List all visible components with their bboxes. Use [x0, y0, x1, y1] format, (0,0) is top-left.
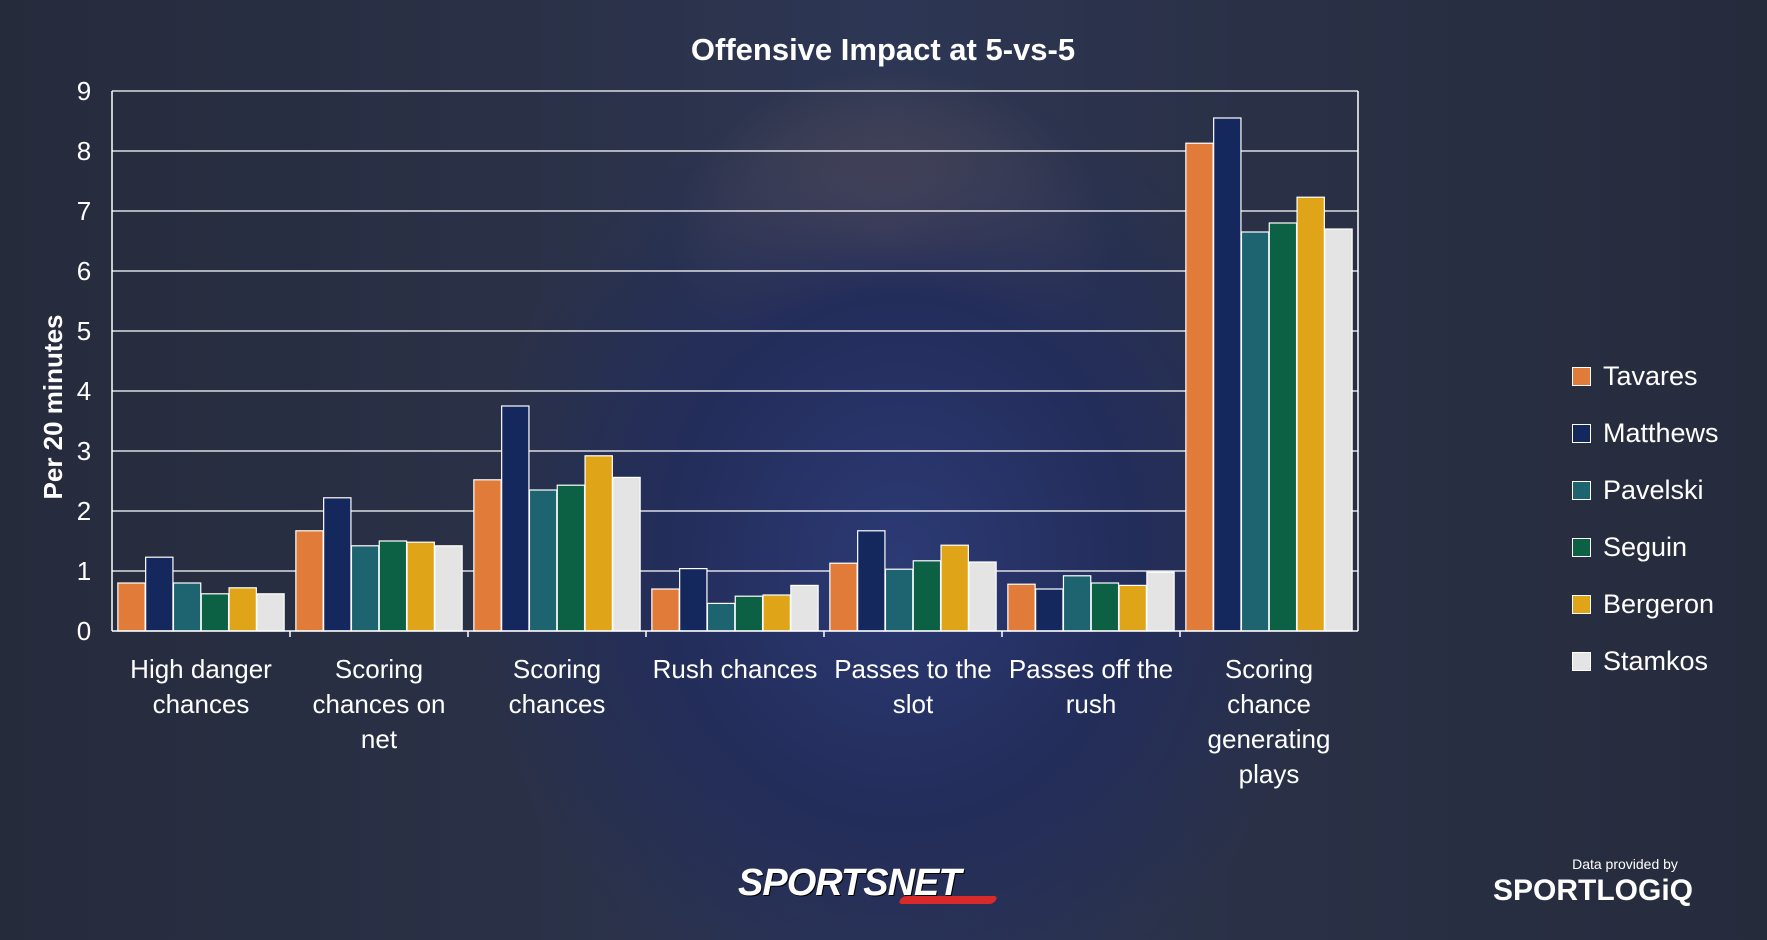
- y-axis-label: Per 20 minutes: [38, 315, 68, 500]
- bar-pavelski: [172, 582, 202, 632]
- y-tick-label: 1: [77, 556, 91, 586]
- bar-tavares: [117, 582, 146, 632]
- legend-swatch: [1572, 367, 1591, 386]
- bar-pavelski: [884, 568, 914, 632]
- x-category-label: Scoring chances: [509, 654, 606, 719]
- legend: Tavares Matthews Pavelski Seguin Bergeron Sta…: [1572, 348, 1762, 690]
- gridlines: [112, 90, 1358, 572]
- bar-tavares: [829, 562, 858, 632]
- bar-matthews: [1035, 588, 1064, 632]
- legend-item-stamkos: Stamkos: [1572, 633, 1762, 690]
- bar-bergeron: [1296, 196, 1325, 632]
- bar-stamkos: [434, 545, 463, 632]
- y-tick-label: 7: [77, 196, 91, 226]
- bar-pavelski: [350, 545, 380, 632]
- legend-swatch: [1572, 652, 1591, 671]
- legend-item-matthews: Matthews: [1572, 405, 1762, 462]
- legend-swatch: [1572, 424, 1591, 443]
- y-tick-label: 6: [77, 256, 91, 286]
- bar-bergeron: [406, 541, 435, 632]
- bar-stamkos: [612, 476, 641, 632]
- bar-pavelski: [528, 489, 558, 632]
- legend-swatch: [1572, 481, 1591, 500]
- legend-item-bergeron: Bergeron: [1572, 576, 1762, 633]
- y-tick-label: 3: [77, 436, 91, 466]
- bars: [117, 117, 1353, 632]
- bar-seguin: [556, 484, 586, 632]
- data-credit-text: Data provided by: [1572, 856, 1678, 872]
- bar-pavelski: [706, 602, 736, 632]
- bar-bergeron: [762, 594, 791, 632]
- bar-matthews: [323, 497, 352, 632]
- x-category-label: Scoring chances on net: [313, 654, 446, 754]
- legend-label: Matthews: [1603, 418, 1719, 448]
- x-category-label: Scoring chance generating plays: [1208, 654, 1331, 789]
- x-category-label: Passes to the slot: [834, 654, 992, 719]
- bar-tavares: [1007, 583, 1036, 632]
- bar-bergeron: [1118, 584, 1147, 632]
- bar-stamkos: [1146, 571, 1175, 632]
- bar-tavares: [651, 588, 680, 632]
- bar-stamkos: [968, 561, 997, 632]
- x-category-label: Rush chances: [653, 654, 818, 684]
- bar-tavares: [473, 479, 502, 632]
- bar-stamkos: [790, 584, 819, 632]
- bar-seguin: [734, 595, 764, 632]
- legend-label: Seguin: [1603, 532, 1688, 562]
- axes: 0 1 2 3 4 5 6 7 8 9 High danger chances Scoring chanc…: [77, 76, 1359, 789]
- bar-pavelski: [1240, 231, 1270, 632]
- sportsnet-swoosh-icon: [897, 896, 999, 904]
- x-category-label: High danger chances: [130, 654, 272, 719]
- bar-seguin: [378, 540, 408, 632]
- y-tick-label: 0: [77, 616, 91, 646]
- y-tick-label: 9: [77, 76, 91, 106]
- legend-swatch: [1572, 595, 1591, 614]
- legend-label: Stamkos: [1603, 646, 1709, 676]
- y-tick-label: 4: [77, 376, 91, 406]
- bar-pavelski: [1062, 575, 1092, 632]
- bar-matthews: [1213, 117, 1242, 632]
- bar-bergeron: [228, 587, 257, 632]
- bar-seguin: [912, 560, 942, 632]
- chart-title: Offensive Impact at 5-vs-5: [691, 32, 1075, 67]
- y-tick-label: 8: [77, 136, 91, 166]
- bar-bergeron: [940, 544, 969, 632]
- bar-seguin: [1268, 222, 1298, 632]
- bar-bergeron: [584, 455, 613, 632]
- legend-swatch: [1572, 538, 1591, 557]
- y-tick-label: 5: [77, 316, 91, 346]
- bar-matthews: [857, 530, 886, 632]
- legend-item-seguin: Seguin: [1572, 519, 1762, 576]
- legend-label: Pavelski: [1603, 475, 1704, 505]
- bar-seguin: [200, 593, 230, 632]
- bar-seguin: [1090, 582, 1120, 632]
- legend-item-tavares: Tavares: [1572, 348, 1762, 405]
- bar-stamkos: [1324, 228, 1353, 632]
- sportlogiq-logo: SPORTLOGiQ: [1493, 874, 1694, 907]
- bar-matthews: [679, 567, 708, 632]
- bar-tavares: [295, 530, 324, 632]
- legend-label: Tavares: [1603, 361, 1698, 391]
- bar-matthews: [145, 556, 174, 632]
- bar-tavares: [1185, 142, 1214, 632]
- y-tick-label: 2: [77, 496, 91, 526]
- bar-matthews: [501, 405, 530, 632]
- legend-label: Bergeron: [1603, 589, 1715, 619]
- bar-stamkos: [256, 593, 285, 632]
- legend-item-pavelski: Pavelski: [1572, 462, 1762, 519]
- x-category-label: Passes off the rush: [1009, 654, 1173, 719]
